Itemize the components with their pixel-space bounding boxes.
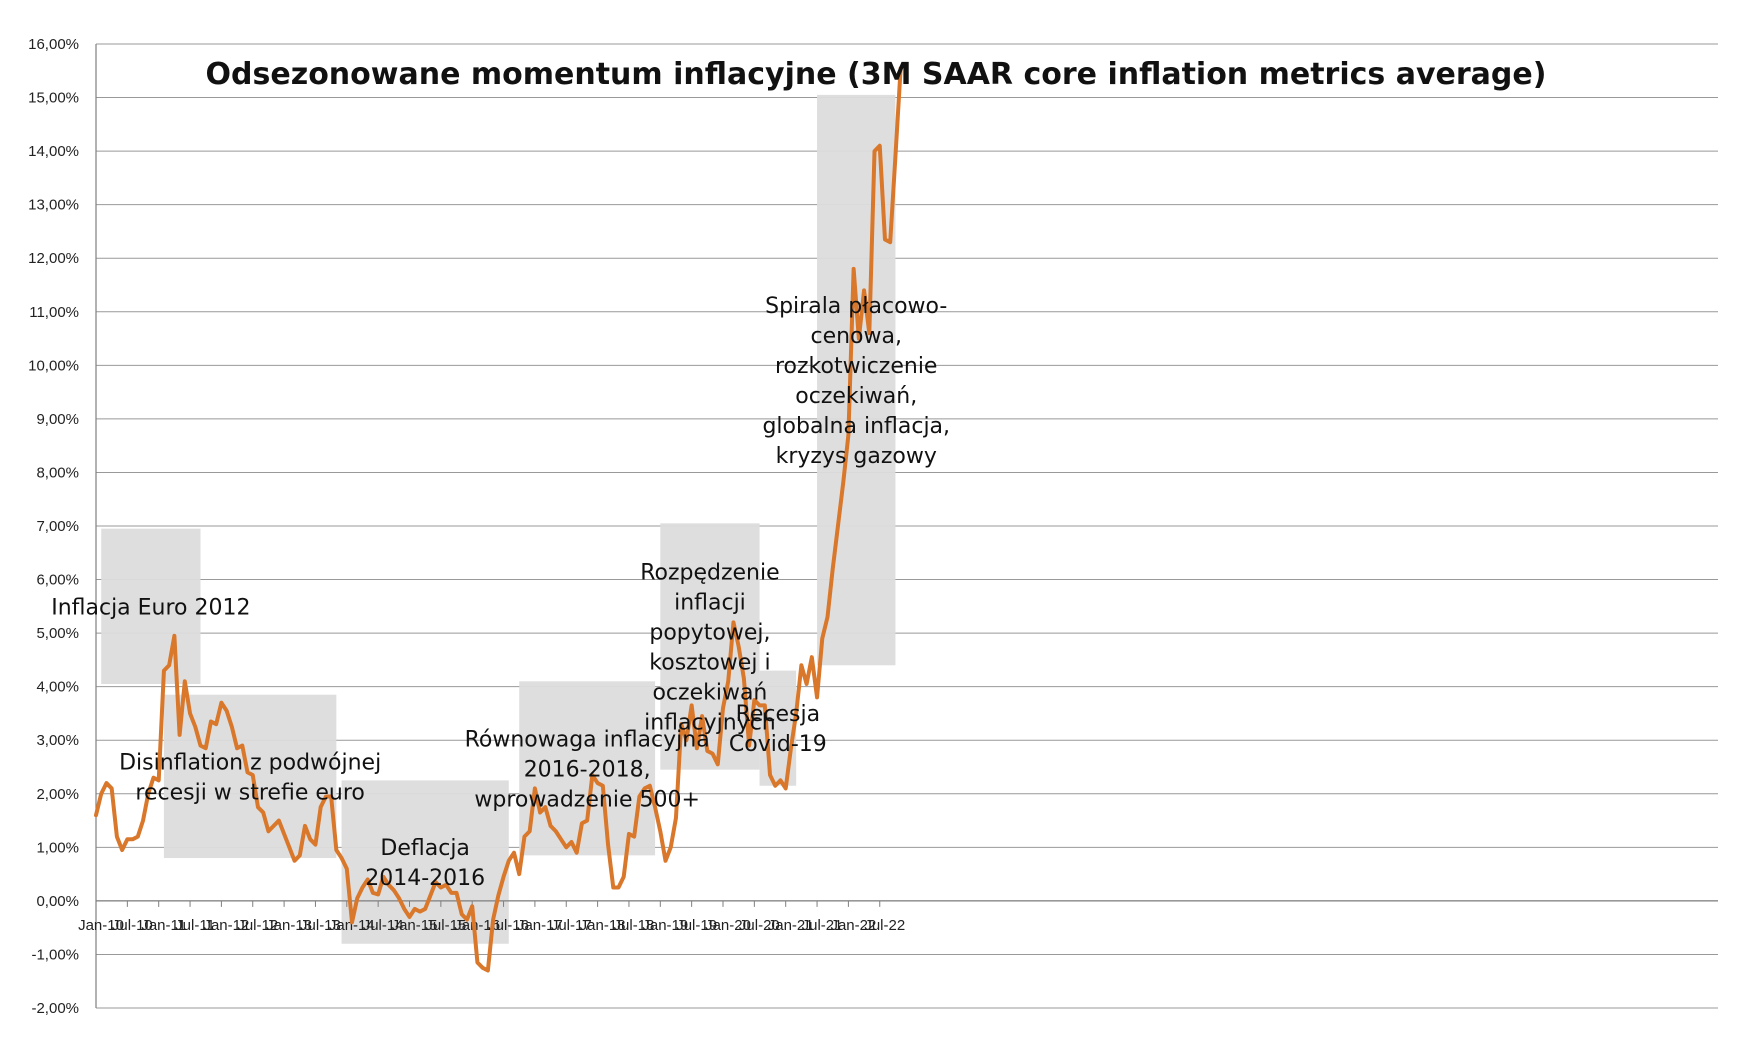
annotation-label: 2014-2016 <box>365 866 485 891</box>
x-tick-label: Jan-10 <box>78 917 124 934</box>
series-line <box>94 66 903 973</box>
y-tick-label: 9,00% <box>36 411 79 428</box>
x-tick-label: Jul-11 <box>175 917 215 934</box>
y-tick-label: 0,00% <box>36 893 79 910</box>
x-tick-label: Jan-22 <box>830 917 876 934</box>
annotation-label: popytowej, <box>649 621 770 646</box>
annotation-label: Recesja <box>736 702 821 727</box>
annotation-label: globalna inflacja, <box>762 414 950 439</box>
annotation-label: Deflacja <box>380 836 470 861</box>
annotation-boxes <box>101 94 896 944</box>
y-tick-label: 7,00% <box>36 518 79 535</box>
y-tick-label: 4,00% <box>36 679 79 696</box>
y-tick-label: 12,00% <box>28 250 79 267</box>
annotation-label: Spirala płacowo- <box>765 294 947 319</box>
annotation-label: inflacyjnych <box>644 711 776 736</box>
annotation-label: Rozpędzenie <box>640 561 779 586</box>
x-tick-label: Jan-14 <box>329 917 375 934</box>
axes: -2,00% -1,00% 0,00% 1,00% 2,00% 3,00% 4,00% 5,0… <box>28 36 1718 1017</box>
annotation-label: Disinflation z podwójnej <box>119 750 381 775</box>
annotation-label: 2016-2018, <box>524 757 651 782</box>
annotation-box <box>519 681 656 856</box>
x-tick-label: Jan-21 <box>768 917 814 934</box>
annotation-label: inflacji <box>674 591 746 616</box>
y-tick-label: 13,00% <box>28 197 79 214</box>
annotation-label: cenowa, <box>810 324 902 349</box>
x-tick-label: Jul-10 <box>112 917 153 934</box>
x-tick-label: Jan-17 <box>517 917 563 934</box>
x-tick-label: Jan-18 <box>580 917 626 934</box>
y-tick-label: 15,00% <box>28 90 79 107</box>
x-tick-label: Jan-20 <box>705 917 751 934</box>
x-tick-label: Jul-15 <box>425 917 466 934</box>
y-tick-label: 1,00% <box>36 839 79 856</box>
x-tick-label: Jul-17 <box>551 917 592 934</box>
x-tick-label: Jul-22 <box>864 917 905 934</box>
x-tick-label: Jan-13 <box>266 917 312 934</box>
x-tick-label: Jan-19 <box>642 917 688 934</box>
x-tick-label: Jan-12 <box>203 917 249 934</box>
annotation-label: Covid-19 <box>729 732 827 757</box>
annotation-label: Inflacja Euro 2012 <box>51 595 250 620</box>
chart-title: Odsezonowane momentum inflacyjne (3M SAA… <box>206 57 1547 92</box>
series-layer <box>94 66 903 973</box>
x-tick-label: Jan-11 <box>141 917 186 934</box>
x-tick-label: Jul-16 <box>488 917 529 934</box>
y-tick-label: 8,00% <box>36 464 79 481</box>
y-tick-label: -1,00% <box>31 946 79 963</box>
y-tick-label: 16,00% <box>28 36 79 53</box>
annotation-label: oczekiwań <box>652 681 767 706</box>
annotation-label: oczekiwań, <box>795 384 917 409</box>
annotation-label: kryzys gazowy <box>776 444 937 469</box>
y-tick-label: 3,00% <box>36 732 79 749</box>
annotation-label: kosztowej i <box>649 651 770 676</box>
y-tick-label: 5,00% <box>36 625 79 642</box>
x-tick-label: Jul-18 <box>614 917 655 934</box>
annotation-label: Równowaga inflacyjna <box>465 727 710 752</box>
annotation-box <box>163 694 337 859</box>
annotation-box <box>101 528 201 684</box>
y-tick-label: 6,00% <box>36 572 79 589</box>
annotation-label: recesji w strefie euro <box>135 780 364 805</box>
x-tick-label: Jul-21 <box>802 917 843 934</box>
gridlines <box>96 43 1718 1009</box>
x-tick-label: Jul-20 <box>739 917 780 934</box>
y-tick-label: -2,00% <box>31 1000 79 1017</box>
x-tick-label: Jul-12 <box>237 917 278 934</box>
x-tick-label: Jan-15 <box>392 917 438 934</box>
annotation-box <box>660 523 760 770</box>
annotation-box <box>341 780 509 944</box>
y-tick-label: 2,00% <box>36 786 79 803</box>
annotation-label: rozkotwiczenie <box>775 354 938 379</box>
annotation-label: wprowadzenie 500+ <box>474 787 700 812</box>
y-tick-label: 14,00% <box>28 143 79 160</box>
x-tick-label: Jul-14 <box>363 917 404 934</box>
y-tick-label: 10,00% <box>28 357 79 374</box>
x-tick-label: Jul-13 <box>300 917 341 934</box>
x-tick-label: Jul-19 <box>676 917 717 934</box>
y-tick-label: 11,00% <box>29 304 79 321</box>
annotation-labels: Inflacja Euro 2012 Disinflation z podwójn… <box>51 294 950 891</box>
